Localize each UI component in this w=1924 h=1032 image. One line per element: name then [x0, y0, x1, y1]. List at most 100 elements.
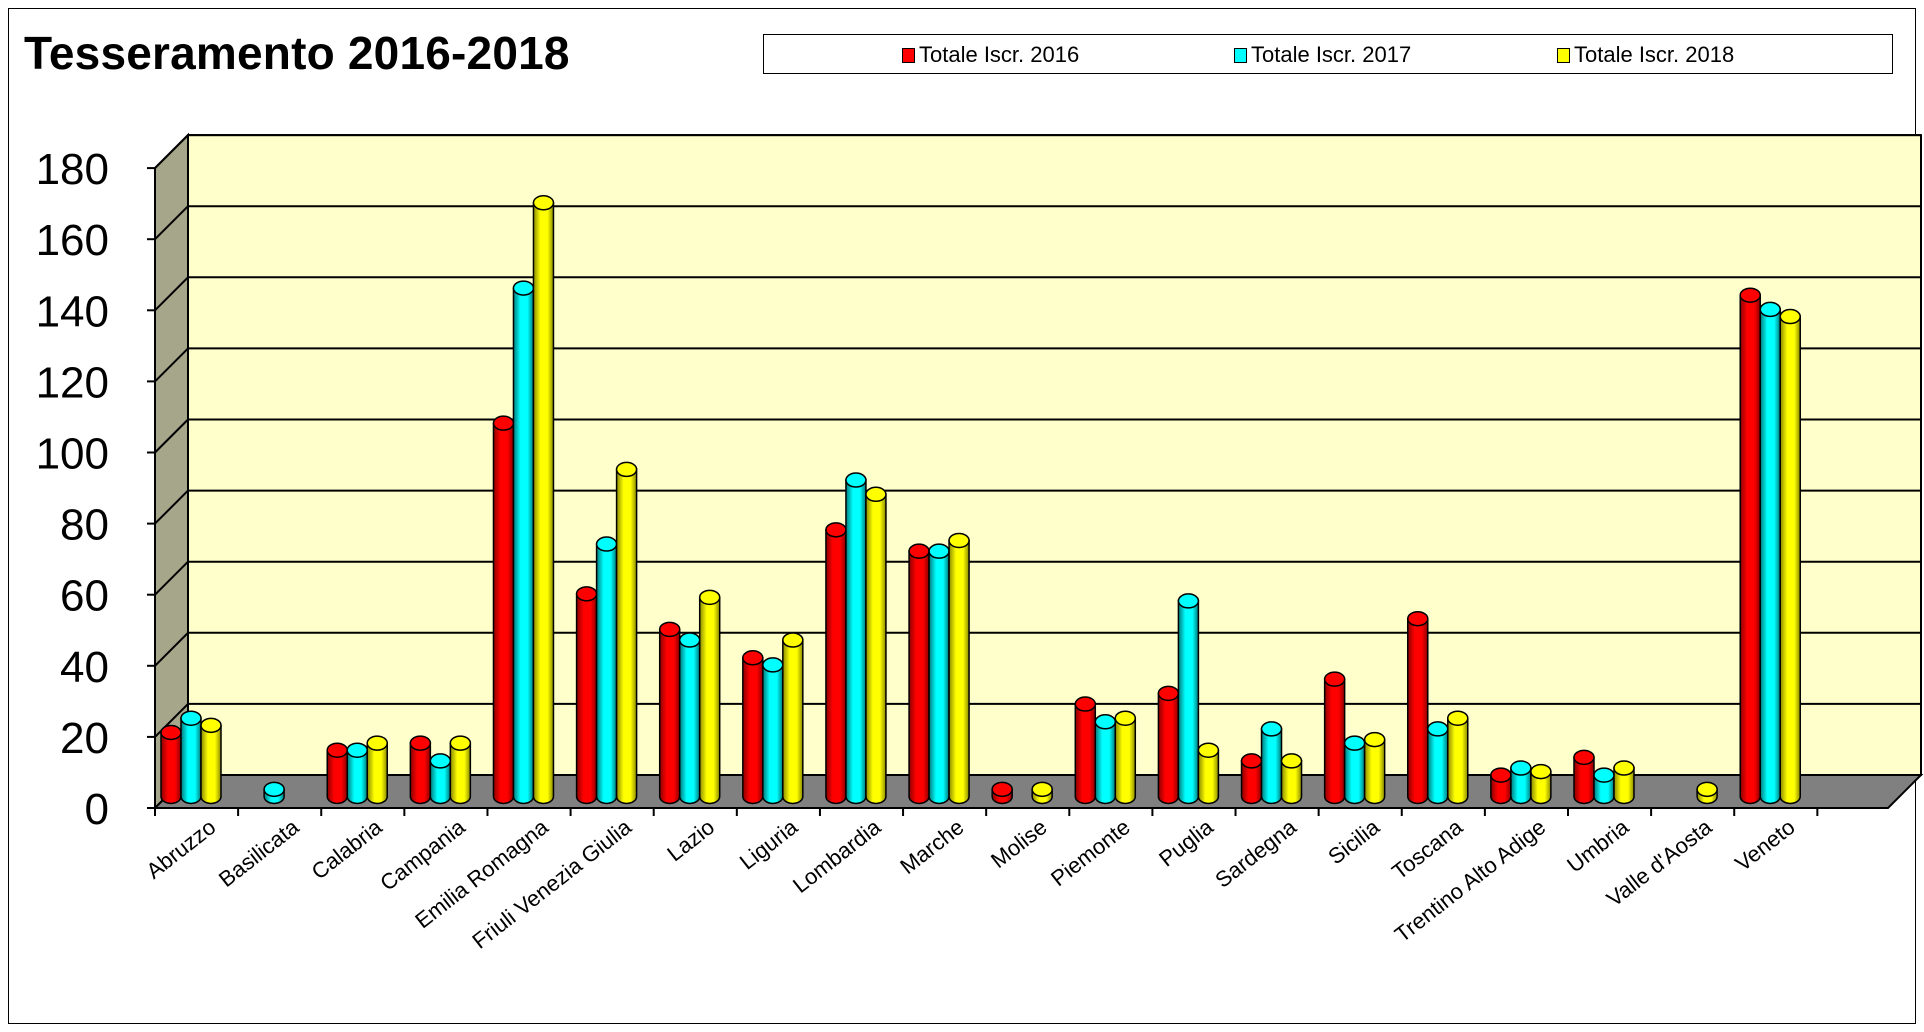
bar-top	[845, 472, 867, 488]
bar-2	[1696, 781, 1718, 805]
bar-top	[1114, 710, 1137, 726]
legend-label-2017: Totale Iscr. 2017	[1251, 42, 1412, 67]
bar-body	[615, 468, 638, 805]
bar-1	[512, 280, 535, 805]
bar-1	[1177, 593, 1200, 805]
bar-top	[326, 742, 348, 758]
bar-body	[1739, 294, 1761, 805]
bar-1	[429, 753, 452, 805]
x-tick-label: Lazio	[662, 814, 719, 866]
bar-1	[1094, 714, 1117, 805]
bar-body	[366, 742, 388, 805]
bar-1	[595, 536, 618, 805]
side-gridline	[154, 347, 189, 383]
bar-top	[1197, 742, 1220, 758]
bar-top	[512, 280, 535, 296]
x-tick-label: Trentino Alto Adige	[1390, 814, 1550, 947]
bar-2	[1114, 710, 1137, 805]
bar-body	[948, 539, 970, 805]
bar-top	[1157, 685, 1180, 702]
bar-2	[1779, 308, 1801, 805]
legend-swatch-2016	[902, 48, 915, 63]
side-gridline	[154, 418, 189, 454]
bar-body	[409, 742, 432, 805]
bar-top	[366, 735, 388, 751]
y-tick-label: 180	[36, 145, 109, 194]
bar-0	[1407, 610, 1429, 805]
bar-2	[1363, 731, 1386, 805]
bar-0	[1240, 753, 1263, 805]
side-wall	[154, 132, 189, 811]
bar-0	[1739, 287, 1761, 805]
bar-top	[1260, 721, 1283, 737]
bar-2	[1447, 710, 1469, 805]
bar-top	[409, 735, 432, 751]
side-gridline	[154, 632, 189, 667]
bar-top	[825, 522, 847, 538]
y-tick-label: 60	[60, 572, 109, 621]
bar-1	[678, 632, 701, 805]
bar-1	[762, 657, 784, 805]
bar-body	[658, 628, 681, 805]
bar-0	[575, 586, 598, 805]
y-tick-label: 160	[36, 216, 109, 265]
bar-body	[762, 664, 784, 805]
bar-body	[200, 724, 222, 805]
x-tick-label: Veneto	[1730, 814, 1799, 876]
chart-legend: Totale Iscr. 2016 Totale Iscr. 2017 Tota…	[763, 34, 1893, 74]
bar-body	[512, 287, 535, 805]
bar-1	[1510, 760, 1532, 805]
bar-top	[742, 650, 764, 666]
bar-body	[742, 657, 764, 805]
bar-1	[1427, 721, 1449, 805]
side-gridline	[154, 205, 189, 240]
x-tick-label: Abruzzo	[141, 814, 220, 883]
bar-top	[1573, 749, 1595, 766]
bar-1	[346, 742, 368, 805]
bar-body	[928, 550, 950, 805]
bar-top	[948, 532, 970, 549]
bar-top	[1447, 710, 1469, 726]
bar-2	[1197, 742, 1220, 805]
y-tick-label: 140	[36, 287, 109, 336]
bar-top	[1530, 763, 1552, 780]
bar-top	[429, 753, 452, 769]
bar-body	[346, 749, 368, 805]
bar-body	[1343, 742, 1366, 805]
bar-top	[698, 589, 721, 606]
bar-body	[1280, 760, 1303, 805]
bar-top	[1094, 714, 1117, 730]
bar-2	[200, 717, 222, 805]
bar-2	[1613, 760, 1635, 805]
x-tick-label: Calabria	[307, 814, 388, 885]
legend-item-2016: Totale Iscr. 2016	[902, 42, 1079, 68]
bar-top	[1323, 671, 1346, 687]
x-tick-label: Friuli Venezia Giulia	[467, 814, 636, 954]
bar-top	[678, 632, 701, 648]
bar-top	[1593, 767, 1615, 783]
x-tick-label: Sicilia	[1323, 814, 1384, 870]
bar-body	[1407, 617, 1429, 805]
bar-top	[263, 781, 285, 798]
bar-top	[449, 735, 472, 751]
bar-2	[948, 532, 970, 805]
legend-swatch-2018	[1557, 48, 1570, 63]
bar-top	[1739, 287, 1761, 303]
bar-top	[928, 543, 950, 559]
bar-2	[782, 632, 804, 805]
bar-body	[1260, 728, 1283, 805]
x-tick-label: Toscana	[1387, 814, 1468, 885]
bar-1	[928, 543, 950, 805]
legend-label-2018: Totale Iscr. 2018	[1574, 42, 1735, 67]
bar-0	[1323, 671, 1346, 805]
x-tick-label: Marche	[895, 814, 968, 879]
y-tick-label: 80	[60, 501, 109, 550]
bar-body	[1197, 749, 1220, 805]
bar-0	[658, 621, 681, 805]
bar-0	[1490, 767, 1512, 805]
bar-body	[1759, 308, 1781, 805]
bar-body	[1613, 767, 1635, 805]
x-tick-label: Sardegna	[1210, 814, 1301, 893]
side-gridline	[154, 134, 189, 169]
